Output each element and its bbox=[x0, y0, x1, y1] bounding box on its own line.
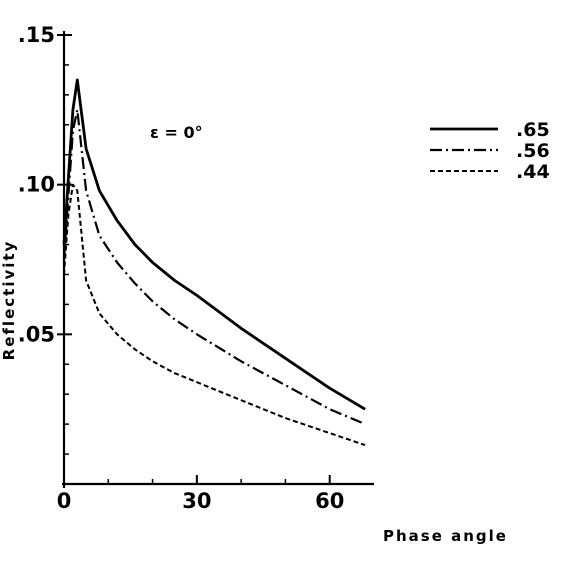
epsilon-annotation: ε = 0° bbox=[150, 123, 203, 142]
chart-series bbox=[62, 78, 366, 447]
y-tick-label: .05 bbox=[18, 322, 55, 346]
x-tick-label: 30 bbox=[182, 489, 211, 513]
y-tick-label: .15 bbox=[18, 23, 55, 47]
series-line-dash-dot bbox=[62, 108, 366, 426]
x-axis-label: Phase angle bbox=[383, 527, 508, 545]
legend-label: .44 bbox=[516, 161, 550, 183]
x-tick-label: 0 bbox=[57, 489, 72, 513]
series-line-solid bbox=[62, 78, 366, 411]
y-axis-label: Reflectivity bbox=[0, 240, 18, 361]
legend: .65.56.44 bbox=[430, 119, 550, 183]
legend-label: .65 bbox=[516, 119, 550, 141]
legend-label: .56 bbox=[516, 140, 550, 162]
series-line-dashed bbox=[63, 183, 366, 447]
chart-labels: Reflectivity Phase angle ε = 0° bbox=[0, 123, 508, 545]
chart-axes: .05 .10 .15 0 30 60 bbox=[18, 23, 374, 513]
y-tick-label: .10 bbox=[18, 173, 55, 197]
x-tick-label: 60 bbox=[315, 489, 344, 513]
